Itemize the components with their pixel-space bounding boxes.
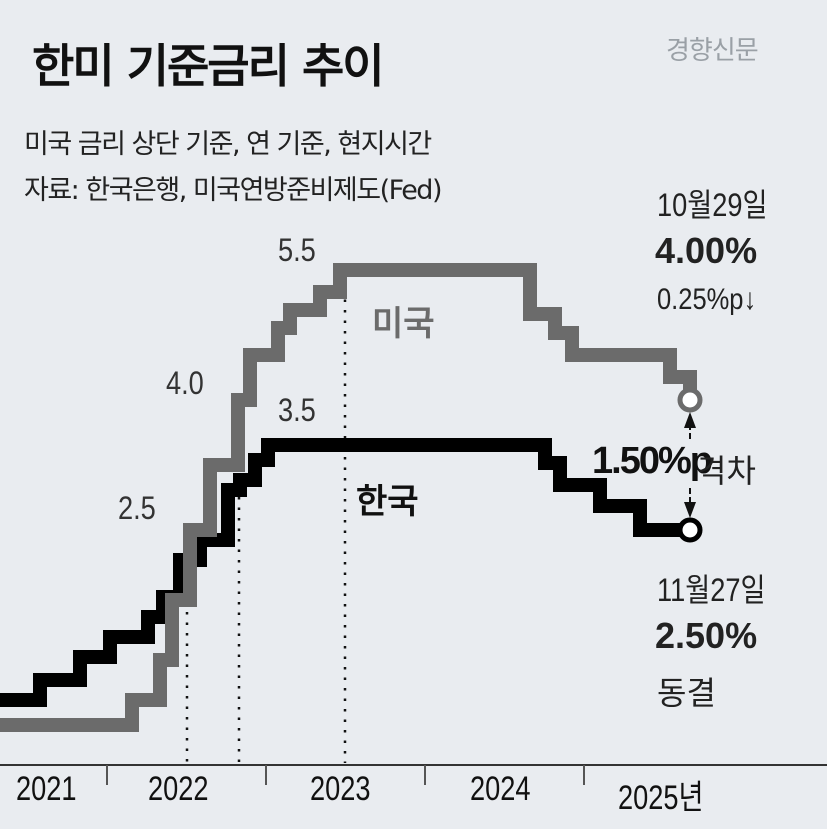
- kr-series-label: 한국: [356, 482, 419, 522]
- us-end-marker: [677, 387, 703, 413]
- x-tick-2023: 2023: [310, 770, 371, 808]
- x-tick-2021: 2021: [16, 770, 77, 808]
- kr-annotation-date: 11월27일: [657, 572, 766, 608]
- kr-annotation-change: 동결: [657, 675, 716, 711]
- gap-value: 1.50%p: [592, 440, 713, 482]
- kr-annotation-rate: 2.50%: [655, 615, 758, 656]
- us-annotation-rate: 4.00%: [655, 230, 758, 271]
- chart-source: 자료: 한국은행, 미국연방준비제도(Fed): [24, 175, 442, 206]
- gap-label: 격차: [697, 453, 756, 489]
- us-peak-label: 5.5: [278, 232, 316, 268]
- chart-title: 한미 기준금리 추이: [32, 39, 385, 93]
- gap-arrow-up-icon: [684, 412, 696, 428]
- gap-arrow-down-icon: [684, 502, 696, 518]
- brand-logo: 경향신문: [666, 36, 759, 66]
- us-annotation-change: 0.25%p↓: [657, 283, 757, 316]
- us-series-label: 미국: [372, 304, 435, 344]
- kr-mid-label: 2.5: [118, 490, 156, 526]
- us-rate-line: [0, 263, 697, 732]
- us-mid-label: 4.0: [166, 365, 204, 401]
- kr-end-marker: [677, 517, 703, 543]
- x-tick-2024: 2024: [470, 770, 531, 808]
- x-tick-2022: 2022: [148, 770, 209, 808]
- us-annotation-date: 10월29일: [657, 187, 768, 223]
- chart-subtitle: 미국 금리 상단 기준, 연 기준, 현지시간: [24, 129, 432, 160]
- kr-rate-line: [0, 438, 690, 707]
- kr-peak-label: 3.5: [278, 392, 316, 428]
- x-tick-2025: 2025년: [618, 779, 704, 817]
